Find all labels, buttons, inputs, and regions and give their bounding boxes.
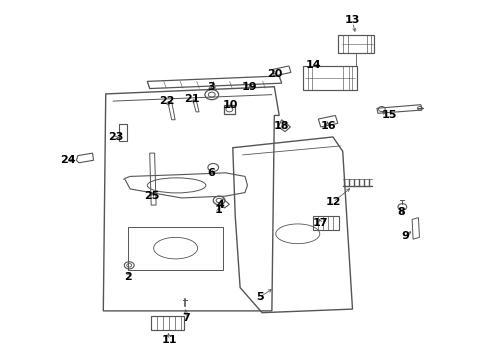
Bar: [119, 124, 127, 141]
Text: 23: 23: [108, 132, 123, 142]
Bar: [314, 216, 339, 230]
Text: 3: 3: [207, 82, 215, 92]
Text: 12: 12: [325, 197, 341, 207]
Bar: [303, 66, 357, 90]
Text: 1: 1: [214, 206, 222, 216]
Text: 22: 22: [159, 96, 174, 106]
Bar: [338, 36, 374, 53]
Text: 13: 13: [345, 15, 360, 26]
Text: 25: 25: [145, 191, 160, 201]
Text: 4: 4: [217, 200, 224, 210]
Text: 8: 8: [397, 207, 405, 217]
Text: 20: 20: [267, 69, 282, 79]
Text: 15: 15: [381, 111, 397, 121]
Text: 16: 16: [320, 121, 336, 131]
Text: 11: 11: [162, 334, 177, 345]
Text: 18: 18: [274, 121, 290, 131]
Text: 19: 19: [242, 82, 258, 92]
Text: 2: 2: [124, 272, 132, 282]
Text: 17: 17: [313, 218, 328, 228]
Text: 14: 14: [306, 60, 321, 70]
Text: 21: 21: [184, 94, 200, 104]
Bar: [223, 105, 235, 114]
Bar: [128, 226, 223, 270]
Text: 24: 24: [60, 155, 76, 165]
Text: 5: 5: [256, 292, 264, 302]
Text: 10: 10: [222, 100, 238, 110]
Text: 6: 6: [207, 168, 215, 178]
Text: 7: 7: [182, 313, 190, 323]
Bar: [151, 316, 184, 330]
Text: 9: 9: [401, 231, 409, 240]
